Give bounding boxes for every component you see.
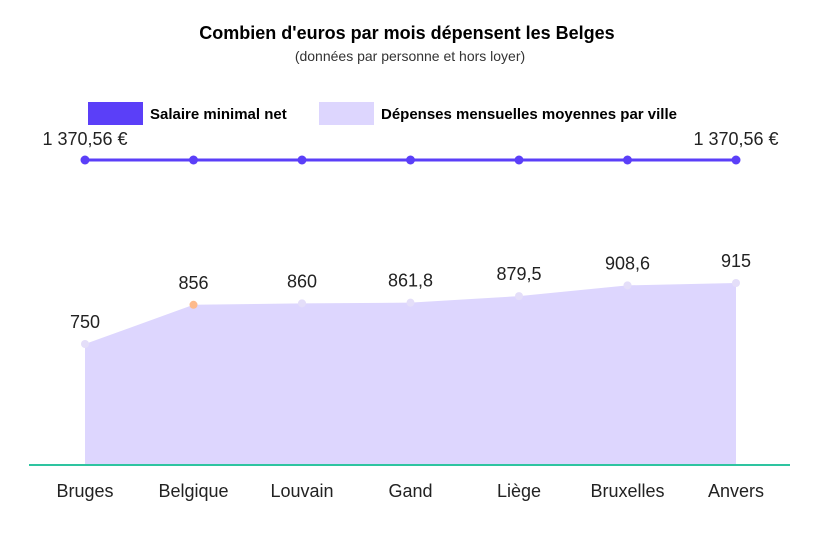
x-tick-label-0: Bruges bbox=[56, 481, 113, 501]
x-tick-label-1: Belgique bbox=[158, 481, 228, 501]
salary-point-0 bbox=[80, 155, 90, 165]
expenses-label-2: 860 bbox=[287, 271, 317, 291]
legend: Salaire minimal net Dépenses mensuelles … bbox=[88, 102, 677, 125]
expenses-point-3 bbox=[406, 298, 415, 307]
legend-swatch-expenses bbox=[319, 102, 374, 125]
salary-point-6 bbox=[731, 155, 741, 165]
x-tick-label-2: Louvain bbox=[270, 481, 333, 501]
chart-subtitle: (données par personne et hors loyer) bbox=[295, 48, 525, 64]
expenses-point-0 bbox=[81, 340, 89, 348]
expenses-point-6 bbox=[732, 279, 740, 287]
expenses-area bbox=[85, 283, 736, 465]
expenses-label-5: 908,6 bbox=[605, 253, 650, 273]
x-tick-label-6: Anvers bbox=[708, 481, 764, 501]
expenses-label-6: 915 bbox=[721, 251, 751, 271]
plot-area: 750 856 860 861,8 879,5 908,6 915 1 370,56 € 1 3… bbox=[42, 129, 779, 465]
x-tick-label-4: Liège bbox=[497, 481, 541, 501]
x-tick-label-5: Bruxelles bbox=[590, 481, 664, 501]
expenses-label-0: 750 bbox=[70, 312, 100, 332]
expenses-label-3: 861,8 bbox=[388, 271, 433, 291]
expenses-point-5 bbox=[623, 281, 632, 290]
chart-title: Combien d'euros par mois dépensent les B… bbox=[199, 23, 614, 43]
expenses-point-1 bbox=[189, 300, 198, 309]
salary-point-2 bbox=[297, 155, 307, 165]
salary-point-3 bbox=[406, 155, 415, 165]
expenses-label-4: 879,5 bbox=[496, 264, 541, 284]
expenses-point-4 bbox=[515, 292, 523, 301]
expenses-label-1: 856 bbox=[178, 273, 208, 293]
salary-label-6: 1 370,56 € bbox=[693, 129, 778, 149]
legend-label-expenses: Dépenses mensuelles moyennes par ville bbox=[381, 106, 677, 123]
salary-point-4 bbox=[514, 155, 524, 165]
salary-point-1 bbox=[189, 155, 198, 165]
expenses-point-2 bbox=[298, 299, 306, 308]
salary-point-5 bbox=[623, 155, 632, 165]
x-tick-label-3: Gand bbox=[388, 481, 432, 501]
salary-label-0: 1 370,56 € bbox=[42, 129, 127, 149]
x-axis-ticks: Bruges Belgique Louvain Gand Liège Bruxelles A… bbox=[56, 481, 764, 501]
legend-label-salary: Salaire minimal net bbox=[150, 106, 287, 123]
legend-swatch-salary bbox=[88, 102, 143, 125]
